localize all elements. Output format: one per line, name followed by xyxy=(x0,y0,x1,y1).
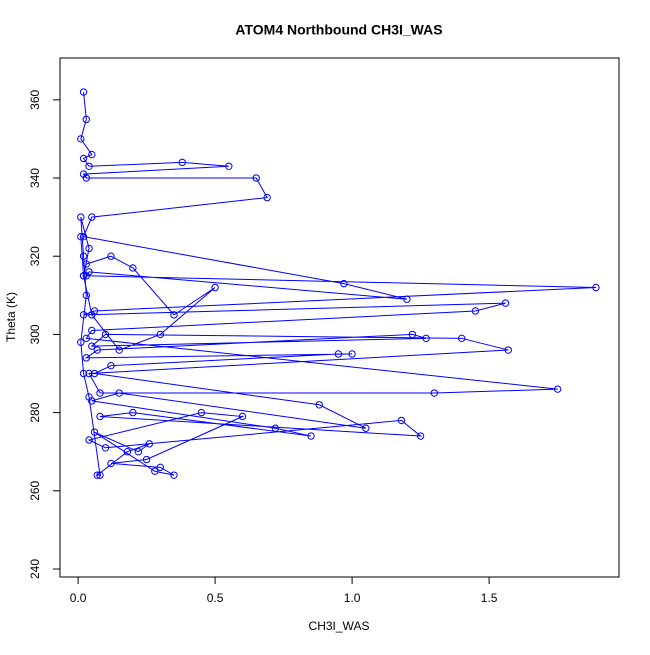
data-point xyxy=(107,361,115,370)
x-tick-label: 1.5 xyxy=(481,591,498,605)
data-point xyxy=(129,408,137,417)
data-point xyxy=(471,307,480,315)
data-point xyxy=(170,311,178,319)
data-point xyxy=(82,174,91,182)
x-tick-label: 0.0 xyxy=(70,591,87,605)
data-point xyxy=(82,291,91,300)
x-tick-label: 1.0 xyxy=(344,591,361,605)
data-point xyxy=(416,432,425,440)
y-tick-label: 260 xyxy=(28,480,42,500)
data-point xyxy=(93,346,101,354)
data-point xyxy=(307,432,315,440)
data-point xyxy=(88,326,96,335)
data-point xyxy=(85,244,93,253)
data-point xyxy=(82,260,91,268)
data-point xyxy=(178,158,186,167)
data-point xyxy=(93,471,101,479)
data-point xyxy=(79,369,88,378)
data-point xyxy=(88,311,96,319)
data-point xyxy=(348,350,356,358)
data-point xyxy=(79,252,88,260)
data-point xyxy=(82,354,91,362)
data-point xyxy=(408,330,417,339)
data-point xyxy=(90,369,99,378)
data-point xyxy=(362,424,370,432)
data-point xyxy=(107,252,115,260)
data-point xyxy=(252,174,260,182)
data-point xyxy=(79,311,88,319)
data-point xyxy=(403,295,411,303)
data-point xyxy=(96,412,104,421)
x-axis-label: CH3I_WAS xyxy=(309,619,370,633)
data-point xyxy=(101,444,110,452)
x-tick-label: 0.5 xyxy=(207,591,224,605)
data-point xyxy=(430,389,439,397)
data-point xyxy=(88,213,96,221)
y-tick-label: 340 xyxy=(28,168,42,188)
data-point xyxy=(156,330,164,339)
data-point xyxy=(592,283,600,292)
data-point xyxy=(129,264,137,272)
data-point xyxy=(504,346,512,354)
data-point xyxy=(211,283,219,292)
data-point xyxy=(225,162,233,170)
data-point xyxy=(101,330,110,339)
data-point xyxy=(77,232,85,241)
data-point xyxy=(85,393,93,401)
data-point xyxy=(79,272,88,280)
data-point xyxy=(115,389,123,397)
data-point xyxy=(77,213,85,221)
data-point xyxy=(82,115,91,124)
data-point xyxy=(501,299,510,307)
y-tick-label: 300 xyxy=(28,324,42,344)
y-tick-label: 240 xyxy=(28,559,42,579)
y-tick-label: 360 xyxy=(28,90,42,110)
data-point xyxy=(145,440,154,448)
data-point xyxy=(197,408,206,417)
data-point xyxy=(340,279,348,288)
data-point xyxy=(96,389,104,397)
data-point xyxy=(90,428,99,436)
data-point xyxy=(238,412,247,421)
data-point xyxy=(397,416,406,425)
data-point xyxy=(85,162,93,170)
data-point xyxy=(151,467,159,475)
data-point xyxy=(458,334,466,343)
data-point xyxy=(334,350,343,358)
data-point xyxy=(271,424,280,432)
data-point xyxy=(85,369,93,378)
data-point xyxy=(88,342,96,350)
data-point xyxy=(115,346,123,354)
data-point xyxy=(263,193,271,202)
y-tick-label: 280 xyxy=(28,402,42,422)
data-point xyxy=(77,338,85,346)
y-tick-label: 320 xyxy=(28,246,42,266)
data-point xyxy=(85,436,93,444)
data-point xyxy=(96,471,104,479)
data-point xyxy=(79,88,88,96)
data-point xyxy=(134,447,143,456)
data-point xyxy=(88,150,96,159)
data-point xyxy=(422,334,430,343)
data-point xyxy=(123,447,132,456)
plot-box xyxy=(59,57,620,578)
data-point xyxy=(107,459,115,468)
data-point xyxy=(77,135,85,143)
data-point xyxy=(170,471,178,479)
data-point xyxy=(553,385,562,393)
data-point xyxy=(156,463,164,472)
data-point xyxy=(142,455,151,464)
data-point xyxy=(82,334,91,343)
chart-title: ATOM4 Northbound CH3I_WAS xyxy=(235,22,442,38)
data-point xyxy=(82,272,91,280)
data-point xyxy=(315,401,323,409)
data-line xyxy=(80,91,597,476)
data-point xyxy=(79,154,88,163)
y-axis-label: Theta (K) xyxy=(4,292,18,342)
data-point xyxy=(79,232,88,241)
